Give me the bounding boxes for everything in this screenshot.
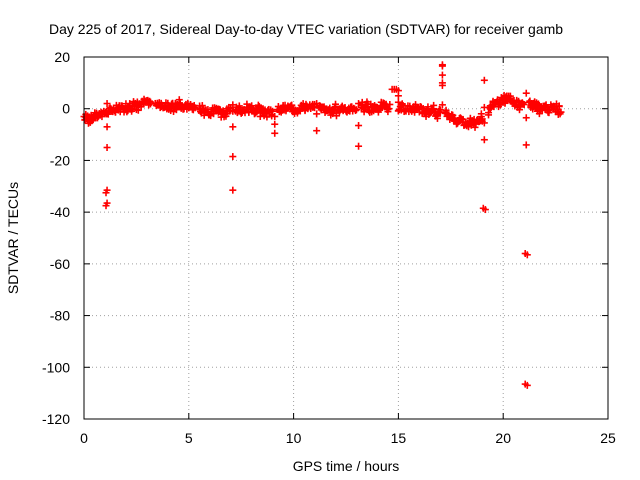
outlier-point (438, 101, 446, 109)
outlier-point (438, 81, 446, 89)
trend-point (520, 101, 528, 109)
trend-point (433, 114, 441, 122)
outlier-point (271, 112, 279, 120)
outlier-point (523, 251, 531, 259)
outlier-point (229, 153, 237, 161)
outlier-point (229, 186, 237, 194)
outlier-point (229, 123, 237, 131)
y-tick-label: 0 (62, 101, 70, 117)
trend-point (175, 96, 183, 104)
outlier-point (271, 120, 279, 128)
trend-point (235, 102, 243, 110)
x-tick-label: 5 (185, 430, 193, 446)
y-tick-label: -100 (42, 359, 70, 375)
plot-frame (83, 56, 609, 420)
chart-title: Day 225 of 2017, Sidereal Day-to-day VTE… (49, 21, 563, 37)
outlier-point (480, 103, 488, 111)
trend-point (386, 100, 394, 108)
trend-point (352, 106, 360, 114)
outlier-point (355, 100, 363, 108)
outlier-point (480, 76, 488, 84)
trend-point (453, 119, 461, 127)
trend-point (419, 105, 427, 113)
outlier-point (438, 62, 446, 70)
outlier-point (102, 202, 110, 210)
outlier-point (271, 129, 279, 137)
trend-point (485, 111, 493, 119)
trend-point (496, 101, 504, 109)
outlier-point (103, 144, 111, 151)
y-tick-label: -80 (50, 308, 70, 324)
outlier-point (229, 101, 237, 109)
y-tick-label: -120 (42, 411, 70, 427)
trend-point (269, 107, 277, 115)
x-axis-label: GPS time / hours (293, 458, 400, 474)
trend-point (501, 99, 509, 107)
trend-point (288, 101, 296, 109)
outlier-point (480, 119, 488, 127)
trend-point (222, 112, 230, 120)
outlier-point (394, 92, 402, 100)
outlier-point (313, 100, 321, 108)
trend-point (332, 100, 340, 108)
x-tick-label: 0 (80, 430, 88, 446)
trend-point (248, 102, 256, 110)
x-tick-labels: 0 5 10 15 20 25 (80, 430, 616, 446)
outlier-point (481, 206, 489, 214)
trend-point (424, 103, 432, 111)
outlier-point (313, 127, 321, 135)
outlier-point (103, 123, 111, 131)
trend-point (146, 98, 154, 106)
trend-point (191, 104, 199, 112)
y-tick-label: -40 (50, 204, 70, 220)
trend-point (332, 112, 340, 120)
trend-point (471, 123, 479, 131)
outlier-point (355, 142, 363, 150)
axis-ticks (83, 56, 609, 420)
outlier-point (523, 381, 531, 389)
trend-point (385, 105, 393, 113)
x-tick-label: 10 (286, 430, 302, 446)
y-tick-label: 20 (54, 49, 70, 65)
outlier-point (355, 122, 363, 130)
outlier-point (522, 89, 530, 97)
trend-point (555, 102, 563, 110)
x-tick-label: 20 (495, 430, 511, 446)
trend-point (263, 113, 271, 121)
trend-point (516, 106, 524, 114)
y-tick-label: -20 (50, 152, 70, 168)
outlier-point (103, 100, 111, 108)
trend-point (506, 92, 514, 100)
outlier-point (522, 141, 530, 149)
trend-point (430, 101, 438, 109)
x-tick-label: 15 (391, 430, 407, 446)
outlier-point (480, 136, 488, 144)
trend-point (442, 106, 450, 114)
y-axis-label: SDTVAR / TECUs (5, 182, 21, 294)
x-tick-label: 25 (600, 430, 616, 446)
trend-point (172, 106, 180, 114)
outlier-point (438, 71, 446, 79)
trend-point (352, 107, 360, 115)
outlier-point (102, 189, 110, 197)
y-tick-label: -60 (50, 256, 70, 272)
y-tick-labels: -120 -100 -80 -60 -40 -20 0 20 (42, 49, 70, 427)
data-points (80, 61, 565, 389)
outlier-point (522, 114, 530, 122)
outlier-point (229, 107, 237, 115)
outlier-point (313, 110, 321, 118)
trend-point (557, 108, 565, 116)
outlier-point (394, 98, 402, 106)
